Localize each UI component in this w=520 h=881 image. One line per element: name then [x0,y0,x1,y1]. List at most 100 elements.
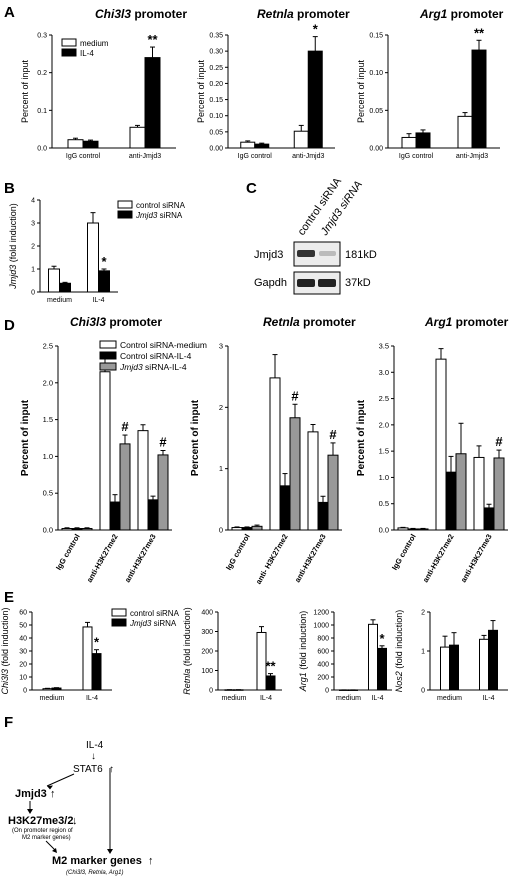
y-tick-label: 40 [19,636,27,643]
x-tick-label: IL-4 [86,695,98,702]
bar [99,371,111,531]
x-tick-label: IgG control [238,153,273,160]
bar [82,140,99,149]
x-tick-label: anti-H3K27me3 [293,533,328,584]
bar [119,443,131,531]
flow-promoter-note-1: (On promoter region of [12,828,73,834]
y-tick-label: 1.0 [43,452,53,461]
legend-label: medium [80,39,109,48]
bar [129,126,146,149]
flow-stat6: STAT6 [73,764,103,775]
legend-swatch [61,38,77,47]
legend-swatch [99,340,117,349]
chart-d3: Arg1 promoter 0.0 0.5 1.0 1.5 2.0 2.5 3.0 3.5 Per… [356,315,509,584]
bar [377,647,387,691]
y-tick-label: 100 [201,668,213,675]
blot-band-jmjd3-knockdown [319,251,336,256]
significance-mark: # [495,434,503,449]
y-axis-label: Nos2 (fold induction) [394,610,404,693]
x-tick-label: anti-H3K27me3 [123,533,158,584]
flow-stat6-up: ↑ [109,764,114,775]
y-tick-label: 200 [317,675,329,682]
panel-label-f: F [4,714,13,731]
legend-swatch [99,351,117,360]
y-tick-label: 1.0 [379,473,389,482]
bar [269,377,281,531]
x-tick-label: IL-4 [482,695,494,702]
y-tick-label: 0.3 [37,33,47,40]
y-tick-label: 0.00 [369,146,383,153]
y-tick-label: 2.5 [43,342,53,351]
flow-m2-up: ↑ [148,855,154,867]
x-tick-label: medium [47,297,72,304]
y-axis-label: Percent of input [356,59,366,123]
significance-mark: * [94,635,100,650]
significance-mark: ** [265,659,276,674]
bar [241,527,253,531]
bar [471,49,487,149]
significance-mark: # [329,427,337,442]
x-tick-label: IgG control [66,153,101,160]
x-tick-label: anti-H3K27me3 [459,533,494,584]
chart-d1: Chi3l3 promoter 0.0 0.5 1.0 1.5 2.0 2.5 Percent… [20,315,207,584]
bar [109,501,121,531]
legend-label: Control siRNA-medium [120,340,207,350]
y-tick-label: 0 [23,688,27,695]
y-tick-label: 0.2 [37,70,47,77]
y-tick-label: 0 [421,688,425,695]
bar [449,644,459,691]
y-tick-label: 400 [201,610,213,617]
chart-e1: 0 10 20 30 40 50 60 Chi3l3 (fold induction) medi… [0,607,180,702]
panel-label-b: B [4,180,15,197]
flow-arrow-stat6-jmjd3 [46,773,75,787]
flow-arrowhead-h3k27 [27,809,33,814]
x-tick-label: anti-Jmjd3 [456,153,488,160]
y-axis-label: Percent of input [356,399,367,476]
bar [407,528,419,531]
bar [144,57,161,149]
y-tick-label: 60 [19,610,27,617]
bar [59,282,71,293]
legend-label: Jmjd3 siRNA-IL-4 [119,362,187,372]
bar [91,653,102,691]
bar [479,638,489,691]
y-tick-label: 1200 [313,610,329,617]
panel-label-c: C [246,180,257,197]
bar [137,430,149,531]
legend-swatch [111,608,127,617]
y-tick-label: 0.5 [43,489,53,498]
y-tick-label: 0.10 [369,70,383,77]
y-tick-label: 1.5 [379,447,389,456]
western-blot: control siRNA Jmjd3 siRNA Jmjd3 Gapdh 18… [254,175,377,295]
y-tick-label: 0.0 [379,526,389,535]
bar [440,646,450,691]
y-tick-label: 0.5 [379,499,389,508]
blot-protein-jmjd3: Jmjd3 [254,249,283,261]
y-tick-label: 3 [219,342,223,351]
y-tick-label: 200 [201,649,213,656]
x-tick-label: IL-4 [260,695,272,702]
y-tick-label: 30 [19,649,27,656]
bar [455,453,467,531]
chart-e2: 0 100 200 300 400 Retnla (fold induction) medi… [182,607,282,702]
flow-jmjd3-up: ↑ [50,788,56,800]
legend-label: Jmjd3 siRNA [129,619,177,628]
panel-label-a: A [4,4,15,21]
chart-a2: Retnla promoter 0.00 0.05 0.10 0.15 0.20 0.25 0… [196,7,350,160]
y-tick-label: 2 [421,610,425,617]
flow-il4: IL-4 [86,740,104,751]
flow-h3k27: H3K27me3/2 [8,815,73,827]
blot-band-gapdh-knockdown [318,279,336,287]
y-tick-label: 600 [317,649,329,656]
pathway-schematic: IL-4 ↓ STAT6 ↑ Jmjd3 ↑ H3K27me3/2 ↓ (On … [8,740,154,876]
y-axis-label: Percent of input [196,59,206,123]
legend-label: control siRNA [136,201,186,210]
legend-label: Jmjd3 siRNA [135,211,183,220]
y-tick-label: 0.15 [209,97,223,104]
bar [435,358,447,531]
x-tick-label: IgG control [224,533,252,572]
legend-label: IL-4 [80,49,94,58]
